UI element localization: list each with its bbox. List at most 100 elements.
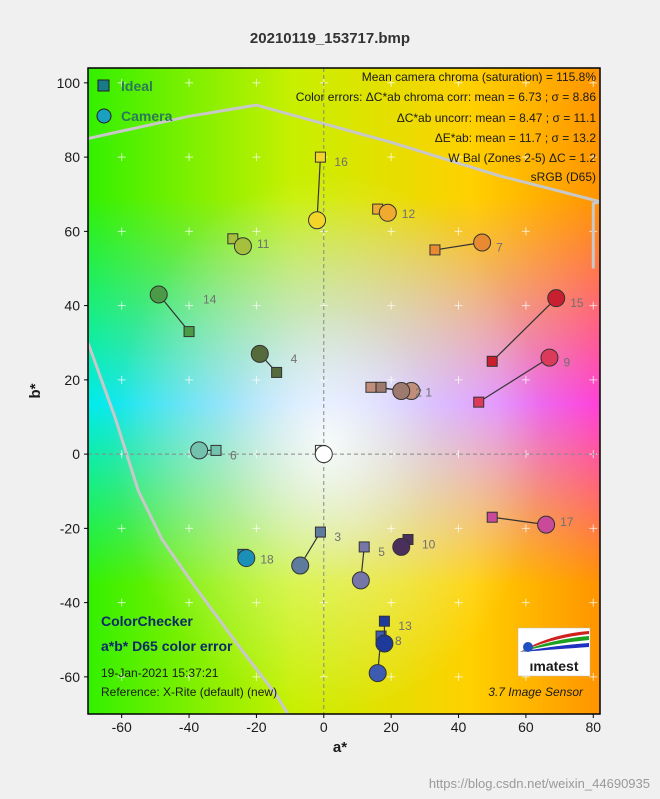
legend: Ideal Camera: [96, 78, 173, 124]
patch-label: 16: [334, 155, 348, 169]
grid-cross: [185, 375, 194, 384]
grid-cross: [252, 227, 261, 236]
grid-cross: [252, 78, 261, 87]
grid-cross: [117, 78, 126, 87]
grid-cross: [589, 301, 598, 310]
logo-sphere-icon: [523, 642, 533, 652]
info-error-type: a*b* D65 color error: [101, 638, 233, 654]
patch-11: 11: [227, 233, 270, 256]
y-axis-label: b*: [27, 383, 44, 398]
grid-cross: [252, 598, 261, 607]
camera-marker: [308, 211, 327, 230]
patch-18: 18: [237, 548, 274, 568]
grid-cross: [252, 524, 261, 533]
patch-label: 10: [422, 538, 436, 552]
plot-background-white: [88, 68, 600, 714]
legend-camera-label: Camera: [121, 108, 173, 124]
ideal-marker: [227, 233, 239, 245]
camera-marker: [540, 348, 559, 367]
patch-label: 9: [563, 356, 570, 370]
camera-marker: [392, 382, 411, 400]
patch-3: 3: [291, 526, 341, 575]
patch-12: 12: [372, 203, 416, 222]
legend-ideal-marker: [97, 79, 110, 92]
grid-cross: [387, 375, 396, 384]
patch-17: 17: [486, 511, 574, 534]
camera-marker: [351, 571, 370, 590]
grid-cross: [387, 524, 396, 533]
grid-cross: [185, 598, 194, 607]
grid-cross: [185, 227, 194, 236]
ideal-marker: [183, 326, 195, 338]
grid-cross: [521, 78, 530, 87]
error-line: [316, 157, 322, 221]
grid-cross: [454, 375, 463, 384]
chart-title: 20210119_153717.bmp: [249, 30, 411, 47]
x-tick-label: 80: [585, 719, 601, 735]
grid-cross: [589, 78, 598, 87]
info-date: 19-Jan-2021 15:37:21: [101, 666, 219, 680]
ideal-marker: [486, 355, 498, 367]
x-tick-label: 60: [518, 719, 534, 735]
patch-label: 1: [425, 385, 432, 399]
ideal-marker: [378, 615, 390, 627]
grid-cross: [185, 524, 194, 533]
grid-cross: [185, 672, 194, 681]
camera-marker: [375, 634, 394, 653]
y-tick-label: 0: [72, 446, 80, 462]
patch-9: 9: [473, 348, 570, 408]
ideal-marker: [375, 381, 387, 393]
patch-white: [314, 444, 333, 464]
patch-label: 2: [415, 385, 422, 399]
patch-7: 7: [429, 233, 503, 256]
ideal-marker: [314, 151, 326, 163]
y-tick-label: 80: [64, 149, 80, 165]
patch-label: 13: [398, 619, 412, 633]
grid-cross: [185, 301, 194, 310]
grid-cross: [117, 227, 126, 236]
stats-line-delta-e: ΔE*ab: mean = 11.7 ; σ = 13.2: [435, 131, 597, 145]
x-tick-label: -60: [112, 719, 132, 735]
y-tick-label: -60: [60, 669, 80, 685]
grid-cross: [454, 78, 463, 87]
grid-cross: [252, 153, 261, 162]
x-tick-label: 20: [383, 719, 399, 735]
error-line: [492, 516, 547, 526]
info-block: ColorChecker a*b* D65 color error 19-Jan…: [101, 613, 584, 699]
camera-marker: [368, 664, 387, 683]
patch-label: 14: [203, 292, 217, 306]
imatest-logo: ımatest: [517, 627, 591, 677]
grid-cross: [387, 672, 396, 681]
ideal-marker: [486, 511, 498, 523]
grid-layer: [117, 78, 598, 681]
ideal-marker: [429, 244, 441, 256]
patch-label: 7: [496, 240, 503, 254]
y-tick-label: 60: [64, 223, 80, 239]
camera-marker: [314, 445, 333, 464]
camera-marker: [237, 549, 256, 568]
grid-cross: [117, 672, 126, 681]
grid-cross: [252, 301, 261, 310]
grid-cross: [521, 301, 530, 310]
gamut-outline: [88, 103, 600, 714]
grid-cross: [521, 524, 530, 533]
grid-cross: [589, 524, 598, 533]
error-line: [478, 357, 550, 403]
patch-2: 2: [375, 381, 422, 400]
stats-block: Mean camera chroma (saturation) = 115.8%…: [296, 70, 597, 184]
grid-cross: [454, 301, 463, 310]
x-tick-label: -20: [246, 719, 266, 735]
patch-label: 12: [402, 207, 416, 221]
stats-line-chroma-corr: Color errors: ΔC*ab chroma corr: mean = …: [296, 90, 597, 104]
grid-cross: [185, 78, 194, 87]
y-tick-label: -20: [60, 520, 80, 536]
ideal-marker: [314, 526, 326, 538]
patch-label: 11: [257, 237, 270, 251]
stats-line-white-balance: W Bal (Zones 2-5) ΔC = 1.2: [448, 151, 596, 165]
legend-ideal-label: Ideal: [121, 78, 153, 94]
camera-marker: [233, 237, 252, 256]
grid-cross: [454, 672, 463, 681]
camera-marker: [190, 441, 209, 460]
ideal-marker: [473, 396, 485, 408]
ideal-marker: [365, 381, 377, 393]
